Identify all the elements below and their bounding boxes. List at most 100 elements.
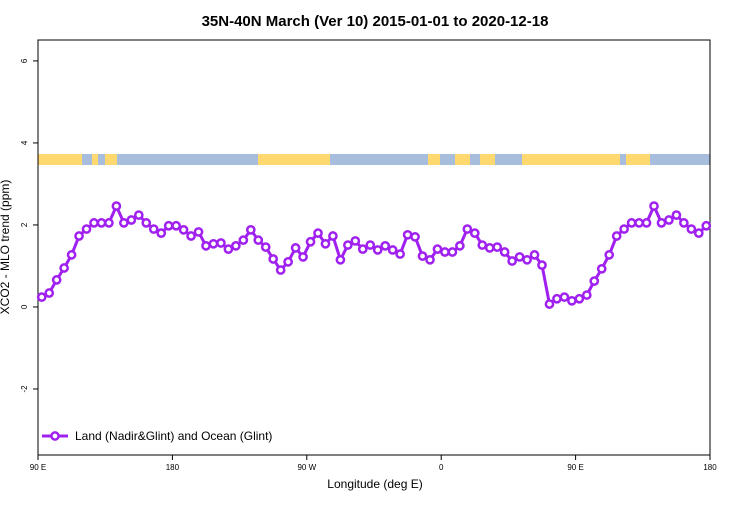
data-point	[283, 257, 293, 267]
data-point	[163, 220, 174, 231]
x-tick-label: 0	[439, 463, 444, 472]
data-point	[477, 240, 488, 250]
data-point	[574, 293, 585, 304]
data-point	[455, 241, 465, 251]
x-tick-label: 90 W	[297, 463, 316, 472]
data-point	[649, 201, 659, 211]
y-tick-label: 2	[20, 222, 29, 227]
data-point	[522, 254, 532, 265]
data-point	[529, 250, 540, 260]
data-point	[290, 243, 301, 253]
data-point	[514, 252, 525, 262]
data-point	[619, 224, 629, 234]
data-point	[231, 241, 241, 251]
y-tick-label: 0	[20, 304, 29, 309]
data-point	[664, 215, 674, 225]
data-point	[253, 235, 264, 245]
data-point	[305, 236, 316, 247]
data-point	[567, 295, 577, 306]
data-point	[611, 231, 622, 241]
data-point	[156, 228, 167, 238]
x-tick-label: 180	[166, 463, 180, 472]
data-point	[268, 254, 279, 264]
data-point	[96, 218, 107, 228]
legend-marker	[50, 431, 60, 441]
data-point	[171, 220, 181, 231]
x-tick-label: 90 E	[30, 463, 46, 472]
data-point	[119, 218, 129, 228]
chart-title: 35N-40N March (Ver 10) 2015-01-01 to 202…	[202, 13, 549, 30]
data-point	[425, 254, 435, 265]
x-tick-label: 180	[703, 463, 717, 472]
data-point	[216, 238, 226, 248]
data-point	[581, 290, 592, 300]
data-point	[74, 231, 84, 241]
data-point	[626, 218, 637, 228]
data-point	[372, 245, 383, 255]
data-point	[365, 240, 376, 250]
data-point	[679, 218, 689, 228]
data-point	[111, 201, 122, 211]
data-point	[462, 224, 473, 234]
data-point	[469, 228, 480, 238]
y-tick-label: 4	[20, 140, 29, 145]
data-point	[440, 247, 450, 257]
data-point	[641, 218, 652, 228]
data-point	[559, 292, 570, 302]
data-point	[298, 252, 308, 262]
data-point	[133, 210, 144, 220]
data-point	[589, 276, 600, 286]
data-point	[148, 224, 159, 234]
data-point	[104, 218, 114, 228]
data-point	[410, 231, 420, 242]
data-point	[447, 247, 458, 257]
data-point	[537, 260, 547, 270]
data-point	[36, 292, 47, 302]
y-axis-label: XCO2 - MLO trend (ppm)	[0, 180, 12, 315]
data-point	[357, 244, 368, 254]
data-point	[51, 275, 62, 285]
data-point	[260, 242, 271, 252]
x-axis-label: Longitude (deg E)	[327, 477, 422, 491]
data-point	[320, 238, 331, 249]
data-point	[552, 293, 562, 304]
data-point	[380, 241, 391, 251]
plot-frame	[37, 39, 711, 456]
data-point	[335, 254, 346, 265]
data-point	[178, 225, 189, 235]
data-point	[275, 265, 286, 275]
data-point	[201, 241, 211, 251]
data-point	[387, 245, 398, 255]
data-point	[126, 215, 137, 225]
data-point	[245, 225, 256, 235]
data-point	[686, 224, 697, 234]
data-point	[544, 299, 555, 309]
data-point	[89, 218, 99, 228]
data-point	[193, 227, 204, 237]
data-point	[402, 229, 413, 240]
data-point	[238, 235, 249, 245]
y-tick-label: 6	[20, 58, 29, 63]
x-tick-label: 90 E	[567, 463, 583, 472]
data-point	[223, 244, 234, 254]
data-point	[671, 210, 682, 220]
legend-label: Land (Nadir&Glint) and Ocean (Glint)	[75, 429, 272, 443]
data-point	[604, 250, 615, 260]
data-point	[693, 228, 704, 238]
data-point	[395, 249, 405, 259]
data-point	[492, 242, 503, 252]
data-point	[141, 218, 152, 228]
data-point	[596, 263, 607, 274]
y-tick-label: -2	[20, 385, 29, 393]
data-point	[59, 263, 69, 273]
data-point	[343, 240, 353, 250]
data-point	[634, 218, 644, 228]
data-point	[81, 224, 92, 234]
data-point	[66, 250, 77, 260]
data-point	[186, 231, 196, 241]
data-point	[208, 238, 219, 249]
data-point	[484, 243, 495, 253]
data-point	[432, 244, 443, 254]
data-point	[656, 218, 667, 228]
data-point	[701, 220, 712, 231]
